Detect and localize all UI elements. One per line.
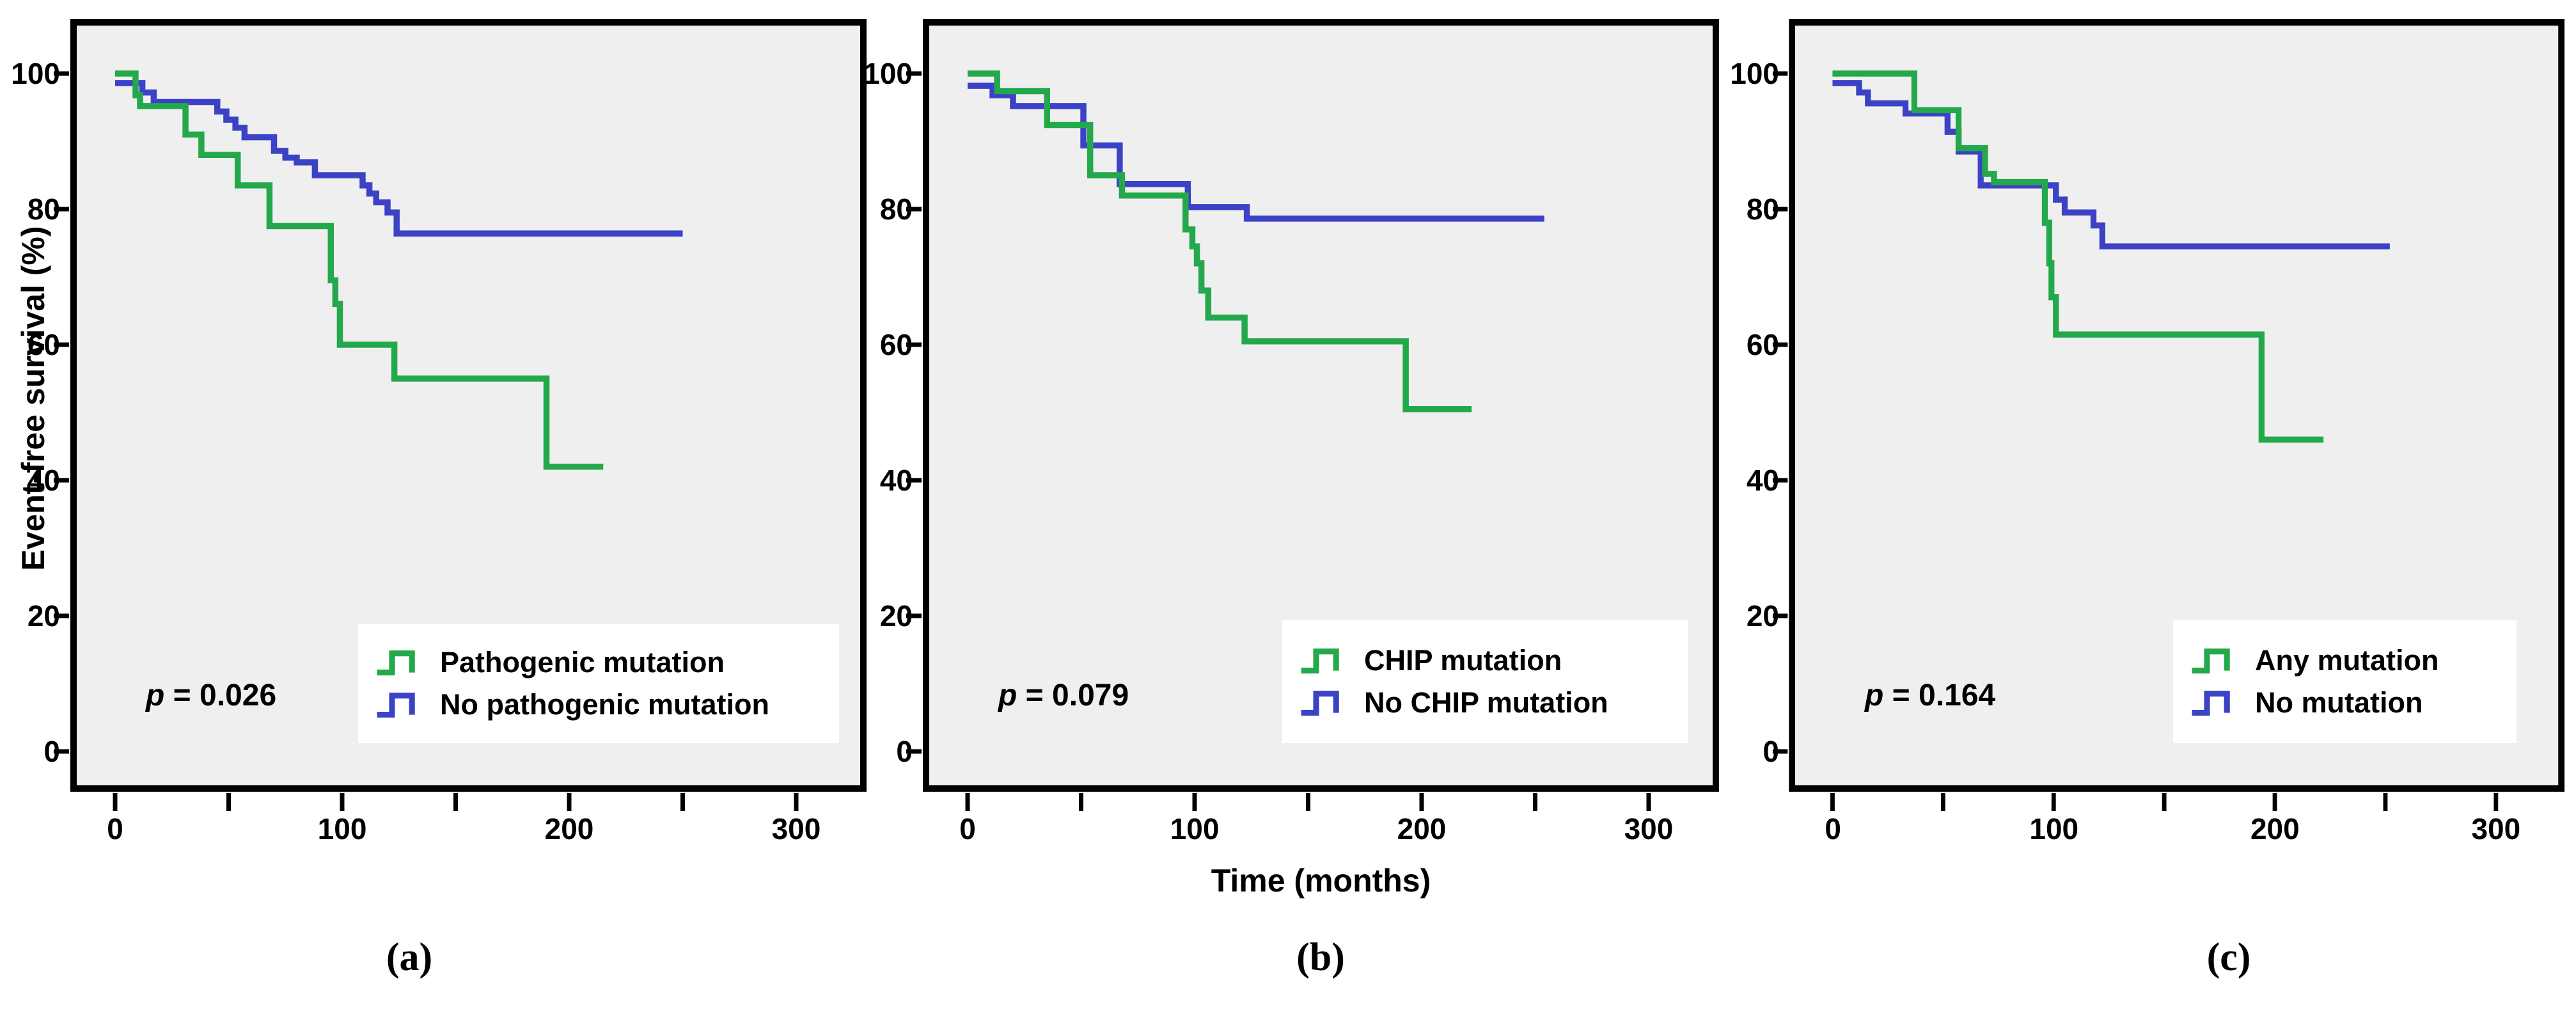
legend-label: CHIP mutation (1364, 644, 1562, 677)
step-curve-icon (1301, 648, 1339, 674)
p-value-label: p = 0.164 (1865, 678, 1995, 713)
panel-a: 100 80 60 40 20 0 0 100 200 300 Event-fr… (11, 19, 867, 991)
y-tick-label: 20 (1746, 599, 1779, 632)
y-tick-label: 80 (879, 192, 913, 226)
p-symbol: p (1865, 679, 1884, 712)
x-tick-label: 100 (2029, 812, 2079, 845)
x-tick-label: 200 (544, 812, 594, 845)
x-tick-label: 200 (2250, 812, 2300, 845)
y-tick-label: 40 (1746, 464, 1779, 497)
x-tick-label: 200 (1397, 812, 1447, 845)
y-tick-label: 100 (1730, 57, 1779, 90)
panel-caption-b: (b) (1296, 936, 1345, 979)
y-axis-title: Event-free survival (%) (15, 226, 51, 571)
plot-area-a: 100 80 60 40 20 0 0 100 200 300 Event-fr… (11, 19, 867, 991)
legend-label: No mutation (2255, 686, 2423, 719)
x-tick-label: 300 (1624, 812, 1674, 845)
x-tick-label: 300 (771, 812, 821, 845)
panel-caption-c: (c) (2206, 936, 2251, 979)
x-tick-label: 300 (2471, 812, 2521, 845)
y-tick-label: 0 (896, 735, 913, 768)
step-curve-icon (377, 650, 415, 676)
legend-label: No CHIP mutation (1364, 686, 1608, 719)
legend-label: Pathogenic mutation (440, 646, 725, 679)
y-tick-label: 20 (27, 599, 60, 632)
km-curve-blue (1832, 80, 2390, 250)
legend-a: Pathogenic mutation No pathogenic mutati… (358, 624, 839, 743)
step-curve-icon (1301, 691, 1339, 716)
km-curve-blue (115, 80, 683, 237)
p-symbol: p (146, 679, 165, 712)
y-tick-label: 0 (43, 735, 60, 768)
km-curve-green (1832, 70, 2324, 443)
y-tick-label: 60 (27, 328, 60, 361)
y-tick-label: 60 (1746, 328, 1779, 361)
p-value-text: = 0.164 (1883, 679, 1996, 712)
km-curve-green (968, 70, 1472, 412)
plot-frame (1789, 19, 2564, 792)
legend-item: No mutation (2188, 686, 2501, 719)
legend-b: CHIP mutation No CHIP mutation (1282, 620, 1688, 743)
y-tick-label: 0 (1763, 735, 1779, 768)
km-curve-green (115, 70, 604, 470)
y-tick-label: 80 (27, 192, 60, 226)
y-tick-label: 40 (879, 464, 913, 497)
p-value-text: = 0.079 (1017, 679, 1129, 712)
legend-label: Any mutation (2255, 644, 2439, 677)
legend-item: No pathogenic mutation (373, 688, 824, 721)
km-curve-blue (968, 82, 1544, 222)
step-curve-icon (2192, 691, 2230, 716)
x-tick-label: 0 (107, 812, 123, 845)
y-tick-label: 60 (879, 328, 913, 361)
y-tick-label: 80 (1746, 192, 1779, 226)
p-symbol: p (998, 679, 1017, 712)
y-tick-label: 100 (863, 57, 913, 90)
y-tick-label: 40 (27, 464, 60, 497)
legend-item: Any mutation (2188, 644, 2501, 677)
x-tick-label: 0 (1825, 812, 1841, 845)
plot-area-c: 100 80 60 40 20 0 0 100 200 300 p = 0.16… (1730, 19, 2564, 991)
legend-item: CHIP mutation (1298, 644, 1672, 677)
panel-b: 100 80 60 40 20 0 0 100 200 300 Time (mo… (863, 19, 1719, 991)
plot-frame (70, 19, 867, 792)
step-curve-icon (2192, 648, 2230, 674)
panel-c: 100 80 60 40 20 0 0 100 200 300 p = 0.16… (1730, 19, 2564, 991)
plot-frame (923, 19, 1719, 792)
panel-caption-a: (a) (386, 936, 433, 979)
p-value-label: p = 0.079 (998, 678, 1129, 713)
legend-item: Pathogenic mutation (373, 646, 824, 679)
p-value-label: p = 0.026 (146, 678, 276, 713)
y-tick-label: 100 (11, 57, 60, 90)
x-tick-label: 0 (959, 812, 976, 845)
step-curve-icon (377, 693, 415, 718)
x-tick-label: 100 (317, 812, 367, 845)
y-tick-label: 20 (879, 599, 913, 632)
x-axis-title: Time (months) (1211, 863, 1431, 899)
p-value-text: = 0.026 (164, 679, 277, 712)
legend-item: No CHIP mutation (1298, 686, 1672, 719)
legend-label: No pathogenic mutation (440, 688, 769, 721)
legend-c: Any mutation No mutation (2173, 620, 2517, 743)
plot-area-b: 100 80 60 40 20 0 0 100 200 300 Time (mo… (863, 19, 1719, 991)
x-tick-label: 100 (1170, 812, 1220, 845)
